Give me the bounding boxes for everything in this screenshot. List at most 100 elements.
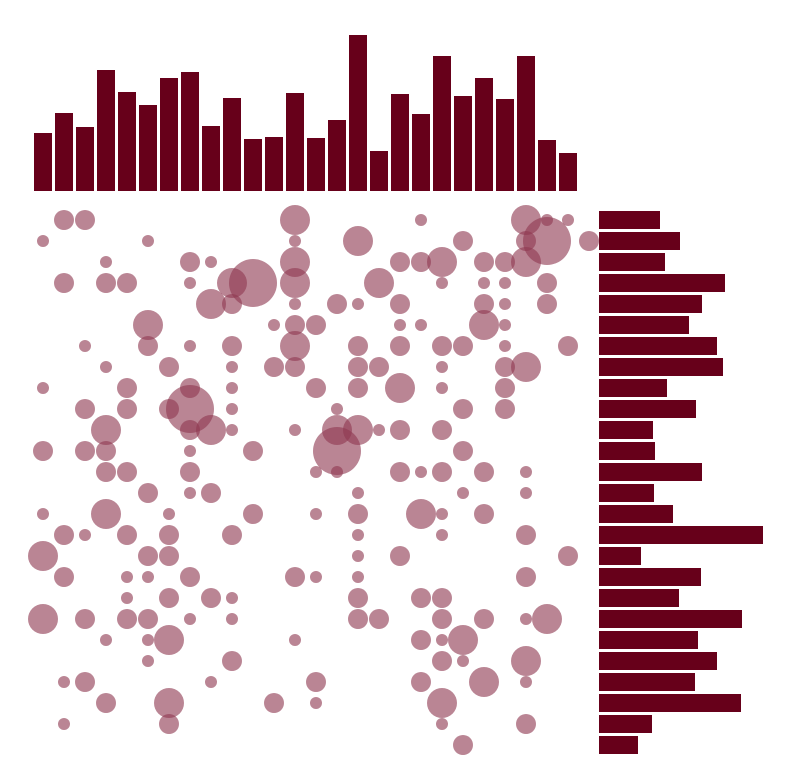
scatter-point xyxy=(196,289,226,319)
scatter-point xyxy=(243,504,263,524)
top-hist-bar xyxy=(475,78,493,191)
scatter-point xyxy=(453,735,473,755)
scatter-point xyxy=(579,231,599,251)
scatter-point xyxy=(138,483,158,503)
top-hist-bar xyxy=(97,70,115,191)
scatter-point xyxy=(37,235,49,247)
scatter-point xyxy=(159,588,179,608)
right-hist-bar xyxy=(599,652,717,670)
scatter-point xyxy=(436,277,448,289)
scatter-point xyxy=(390,420,410,440)
scatter-point xyxy=(558,546,578,566)
scatter-point xyxy=(159,546,179,566)
scatter-point xyxy=(117,462,137,482)
scatter-point xyxy=(306,378,326,398)
scatter-point xyxy=(222,336,242,356)
scatter-point xyxy=(96,441,116,461)
scatter-point xyxy=(495,378,515,398)
scatter-point xyxy=(226,403,238,415)
scatter-point xyxy=(411,630,431,650)
scatter-point xyxy=(427,247,457,277)
scatter-point xyxy=(243,441,263,461)
scatter-point xyxy=(75,609,95,629)
scatter-point xyxy=(348,588,368,608)
scatter-point xyxy=(474,252,494,272)
scatter-point xyxy=(453,441,473,461)
scatter-point xyxy=(180,420,200,440)
right-hist-bar xyxy=(599,568,701,586)
right-hist-bar xyxy=(599,253,665,271)
right-hist-bar xyxy=(599,505,673,523)
right-hist-bar xyxy=(599,358,723,376)
scatter-point xyxy=(54,567,74,587)
scatter-point xyxy=(310,466,322,478)
top-hist-bar xyxy=(223,98,241,191)
scatter-point xyxy=(352,298,364,310)
right-histogram xyxy=(599,211,763,754)
scatter-point xyxy=(495,357,515,377)
scatter-point xyxy=(453,231,473,251)
scatter-point xyxy=(511,646,541,676)
scatter-point xyxy=(117,399,137,419)
scatter-point xyxy=(142,571,154,583)
scatter-point xyxy=(415,214,427,226)
right-hist-bar xyxy=(599,673,695,691)
scatter-point xyxy=(415,466,427,478)
scatter-point xyxy=(436,361,448,373)
scatter-point xyxy=(390,336,410,356)
scatter-point xyxy=(75,399,95,419)
scatter-point xyxy=(184,487,196,499)
scatter-point xyxy=(537,294,557,314)
scatter-point xyxy=(348,378,368,398)
scatter-point xyxy=(310,697,322,709)
scatter-point xyxy=(226,592,238,604)
scatter-point xyxy=(201,588,221,608)
top-hist-bar xyxy=(265,137,283,191)
scatter-point xyxy=(280,247,310,277)
scatter-point xyxy=(352,487,364,499)
scatter-point xyxy=(163,508,175,520)
scatter-point xyxy=(117,273,137,293)
scatter-point xyxy=(289,235,301,247)
scatter-point xyxy=(499,298,511,310)
scatter-point xyxy=(390,252,410,272)
scatter-point xyxy=(121,592,133,604)
scatter-point xyxy=(390,462,410,482)
scatter-point xyxy=(222,651,242,671)
scatter-point xyxy=(222,294,242,314)
right-hist-bar xyxy=(599,547,641,565)
scatter-point xyxy=(478,277,490,289)
scatter-point xyxy=(516,567,536,587)
scatter-point xyxy=(180,462,200,482)
scatter-point xyxy=(352,571,364,583)
scatter-point xyxy=(562,214,574,226)
scatter-point xyxy=(436,718,448,730)
right-hist-bar xyxy=(599,274,725,292)
scatter-point xyxy=(285,357,305,377)
scatter-point xyxy=(159,357,179,377)
scatter-point xyxy=(520,487,532,499)
right-hist-bar xyxy=(599,589,679,607)
scatter-point xyxy=(142,235,154,247)
scatter-point xyxy=(390,546,410,566)
scatter-point xyxy=(369,609,389,629)
scatter-point xyxy=(117,609,137,629)
scatter-point xyxy=(79,340,91,352)
scatter-point xyxy=(91,499,121,529)
top-hist-bar xyxy=(391,94,409,191)
scatter-point xyxy=(474,462,494,482)
scatter-point xyxy=(348,336,368,356)
scatter-point xyxy=(75,672,95,692)
scatter-point xyxy=(280,268,310,298)
right-hist-bar xyxy=(599,337,717,355)
top-hist-bar xyxy=(454,96,472,191)
right-hist-bar xyxy=(599,211,660,229)
right-hist-bar xyxy=(599,526,763,544)
scatter-point xyxy=(180,567,200,587)
top-hist-bar xyxy=(202,126,220,191)
scatter-point xyxy=(289,424,301,436)
scatter-point xyxy=(196,415,226,445)
scatter-point xyxy=(474,294,494,314)
top-hist-bar xyxy=(496,99,514,191)
